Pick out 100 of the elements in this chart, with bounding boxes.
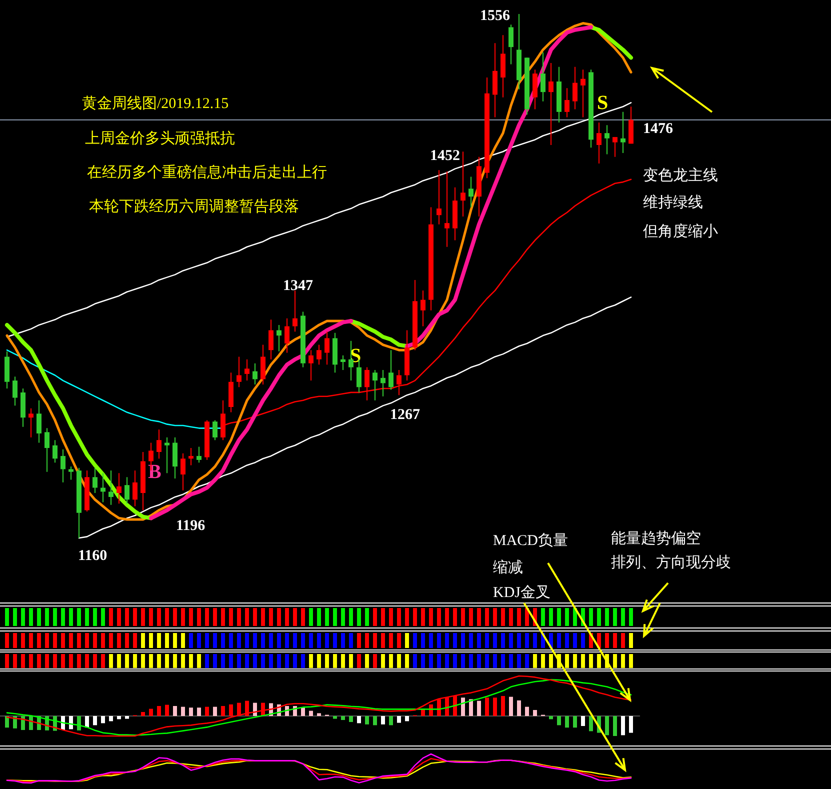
candlestick bbox=[436, 170, 442, 225]
bar bbox=[197, 708, 201, 716]
bar bbox=[141, 712, 145, 716]
bar bbox=[389, 716, 393, 726]
candlestick bbox=[420, 290, 426, 327]
text: 排列、方向现分歧 bbox=[611, 554, 731, 571]
candlestick bbox=[68, 466, 74, 480]
candlestick bbox=[252, 362, 258, 386]
candlestick bbox=[124, 476, 130, 504]
candlestick bbox=[396, 369, 402, 396]
candlestick bbox=[388, 350, 394, 390]
candlestick bbox=[500, 34, 506, 98]
candlestick bbox=[172, 436, 178, 479]
bar bbox=[469, 699, 473, 716]
candlestick bbox=[268, 319, 274, 360]
candlestick bbox=[540, 52, 546, 102]
bar bbox=[493, 698, 497, 716]
candlestick bbox=[92, 467, 98, 494]
candlestick bbox=[108, 470, 114, 506]
candlestick bbox=[180, 452, 186, 491]
bar bbox=[437, 699, 441, 716]
candlestick bbox=[348, 340, 354, 382]
bar bbox=[445, 698, 449, 716]
candlestick bbox=[36, 400, 42, 444]
candlestick bbox=[308, 350, 314, 382]
bar bbox=[181, 706, 185, 716]
candlestick bbox=[44, 428, 50, 472]
candlestick bbox=[372, 369, 378, 401]
bar bbox=[581, 716, 585, 726]
annotation: MACD负量 bbox=[493, 532, 568, 549]
candlestick bbox=[604, 124, 610, 155]
bar bbox=[117, 716, 121, 720]
bar bbox=[245, 700, 249, 716]
candlestick bbox=[100, 472, 106, 503]
candlestick bbox=[236, 356, 242, 388]
bar bbox=[93, 716, 97, 726]
candlestick bbox=[612, 136, 618, 158]
candlestick bbox=[244, 358, 250, 382]
annotation: 1267 bbox=[390, 407, 420, 423]
candlestick bbox=[324, 331, 330, 366]
candlestick bbox=[572, 66, 578, 110]
annotation: 在经历多个重磅信息冲击后走出上行 bbox=[87, 164, 327, 181]
bar bbox=[373, 716, 377, 726]
bar bbox=[613, 716, 617, 736]
text: 黄金周线图/2019.12.15 bbox=[82, 95, 229, 112]
bar bbox=[405, 716, 409, 722]
candlestick bbox=[492, 42, 498, 118]
bar bbox=[349, 716, 353, 722]
candlestick bbox=[620, 111, 626, 154]
candlestick bbox=[292, 290, 298, 332]
candlestick bbox=[596, 122, 602, 164]
bar bbox=[397, 716, 401, 723]
annotation: 能量趋势偏空 bbox=[611, 530, 701, 547]
annotation: 本轮下跌经历六周调整暂告段落 bbox=[89, 198, 299, 215]
text: KDJ金叉 bbox=[493, 584, 551, 601]
bar bbox=[381, 716, 385, 724]
bar bbox=[533, 710, 537, 716]
bar bbox=[549, 716, 553, 720]
bar bbox=[357, 716, 361, 724]
bar bbox=[629, 716, 633, 733]
bar bbox=[501, 696, 505, 716]
candlestick bbox=[364, 366, 370, 401]
candlestick bbox=[60, 448, 66, 483]
text: 变色龙主线 bbox=[643, 167, 718, 184]
bar bbox=[77, 716, 81, 730]
candlestick bbox=[380, 369, 386, 397]
bar bbox=[149, 708, 153, 716]
bar bbox=[5, 716, 9, 728]
candlestick bbox=[548, 62, 554, 146]
candlestick bbox=[468, 176, 474, 208]
candlestick bbox=[444, 170, 450, 248]
bar bbox=[605, 716, 609, 736]
bar bbox=[309, 710, 313, 716]
candlestick bbox=[12, 376, 18, 406]
candlestick bbox=[460, 151, 466, 217]
bar bbox=[341, 716, 345, 720]
bar bbox=[477, 700, 481, 716]
candlestick bbox=[628, 106, 634, 144]
bar bbox=[301, 708, 305, 716]
bar bbox=[317, 713, 321, 716]
bar bbox=[565, 716, 569, 728]
annotation: 1196 bbox=[176, 518, 206, 534]
candlestick bbox=[28, 408, 34, 438]
bar bbox=[157, 706, 161, 716]
candlestick bbox=[532, 69, 538, 110]
bar bbox=[589, 716, 593, 732]
bar bbox=[365, 716, 369, 724]
bar bbox=[165, 704, 169, 716]
text: 缩减 bbox=[493, 559, 523, 576]
text: 维持绿线 bbox=[643, 194, 703, 211]
bar bbox=[557, 716, 561, 726]
candlestick bbox=[276, 324, 282, 352]
text: 但角度缩小 bbox=[643, 223, 718, 240]
candlestick bbox=[260, 344, 266, 386]
bar bbox=[221, 706, 225, 716]
candlestick bbox=[340, 354, 346, 370]
candlestick bbox=[116, 472, 122, 504]
candlestick bbox=[164, 436, 170, 474]
candlestick bbox=[196, 446, 202, 464]
bar bbox=[125, 716, 129, 719]
